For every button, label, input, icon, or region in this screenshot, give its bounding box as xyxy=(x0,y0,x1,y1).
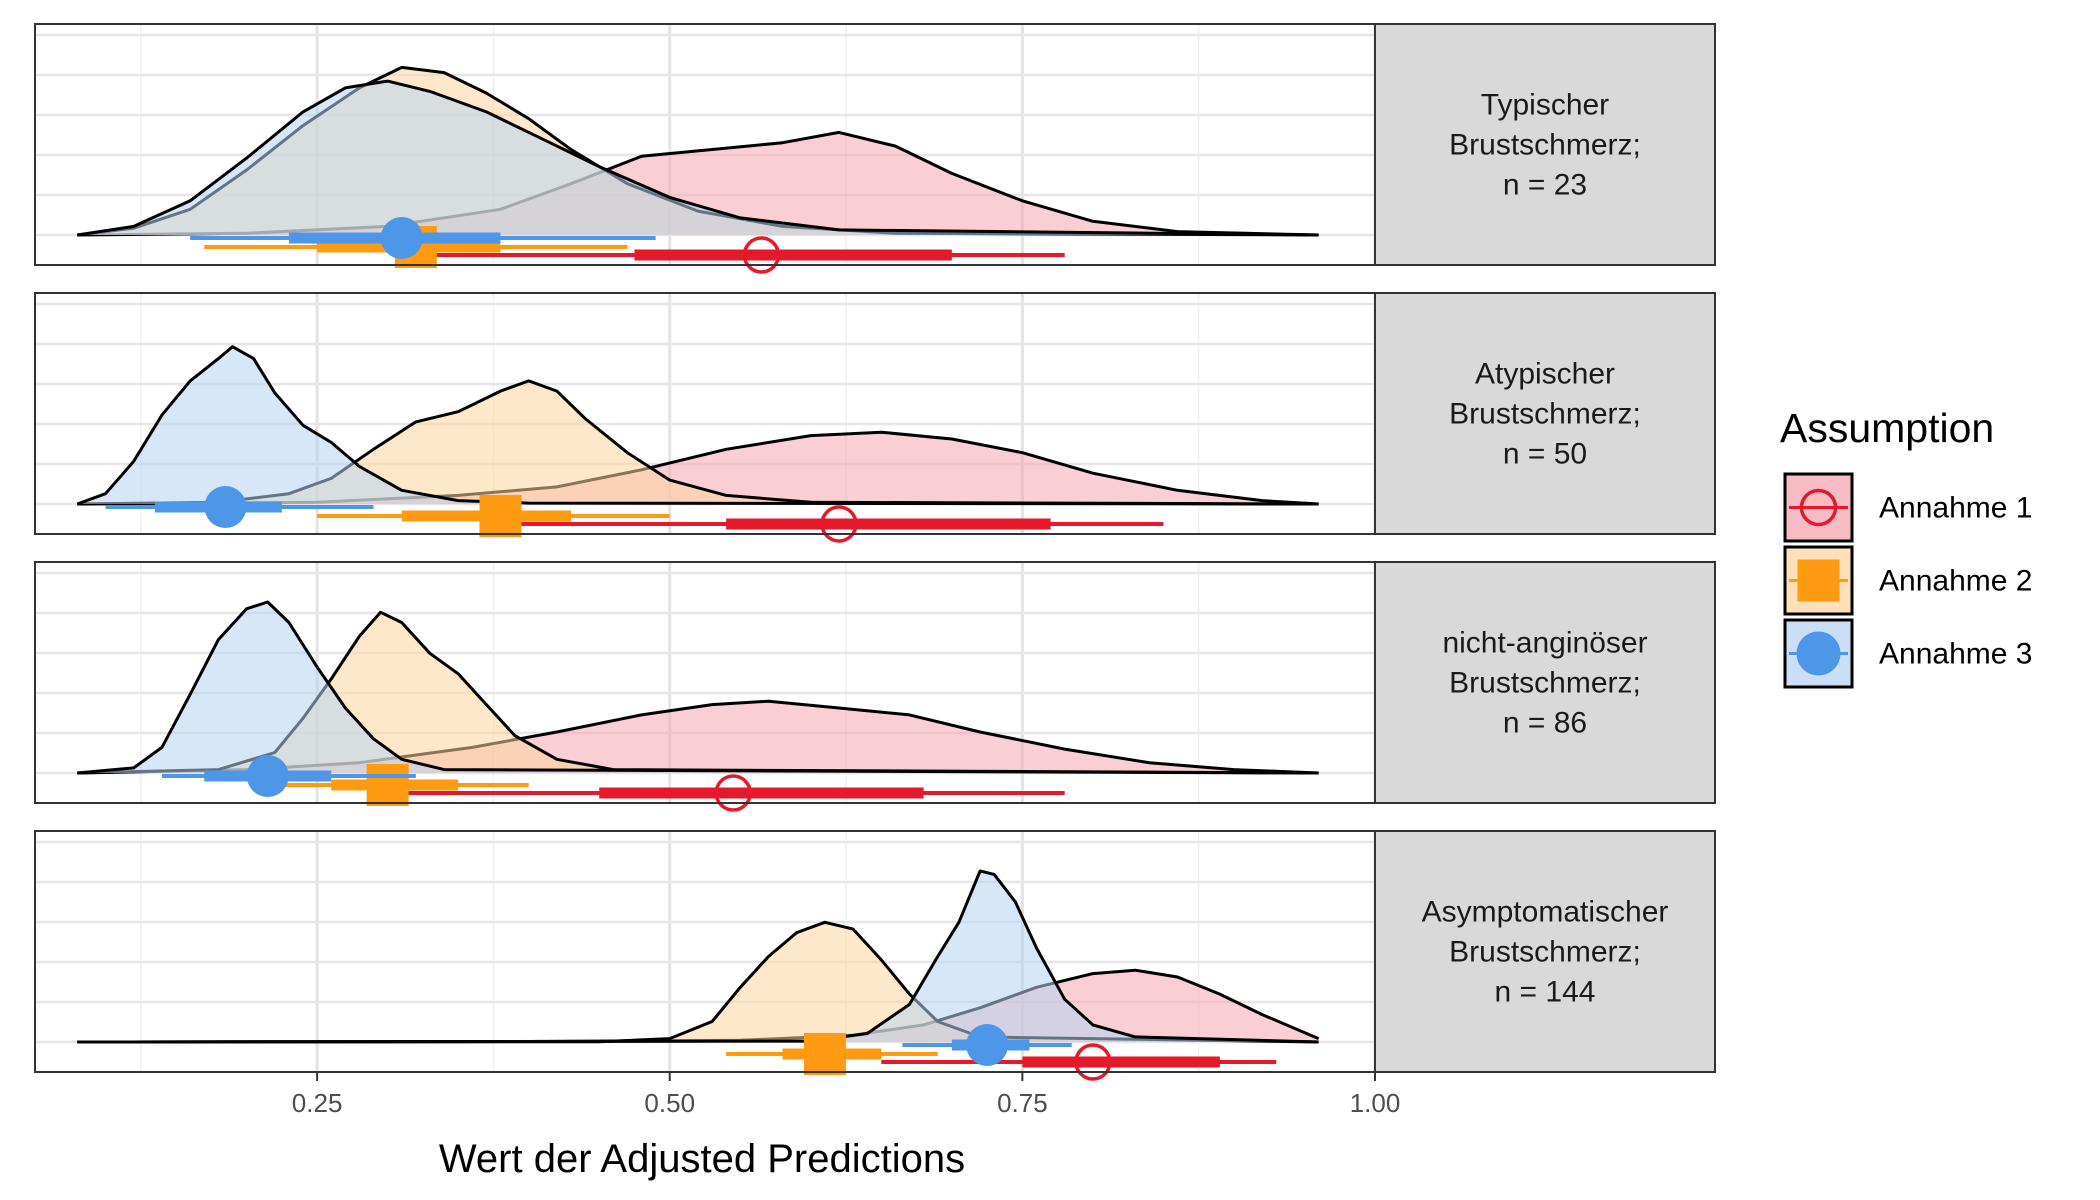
facet-strip-label: Brustschmerz; xyxy=(1449,129,1641,162)
density-fill xyxy=(77,132,1319,235)
density-fill xyxy=(77,871,1319,1042)
facet-strip xyxy=(1374,561,1716,804)
legend-item: Annahme 3 xyxy=(1783,618,2032,689)
legend-label: Annahme 1 xyxy=(1879,492,2032,525)
density-outline xyxy=(77,869,1319,1044)
facet-strip-label: Brustschmerz; xyxy=(1449,936,1641,969)
facet-strip xyxy=(1374,292,1716,535)
facet-strip-label: Brustschmerz; xyxy=(1449,667,1641,700)
median-point xyxy=(479,495,522,537)
density-fill xyxy=(77,380,1319,504)
median-point xyxy=(820,505,858,543)
x-tick-label: 0.50 xyxy=(644,1088,695,1118)
median-point xyxy=(1074,1043,1112,1081)
legend: Assumption Annahme 1 Annahme 2 Annahme 3 xyxy=(1780,405,2032,689)
density-fill xyxy=(77,346,1319,504)
facet-strip-label: Asymptomatischer xyxy=(1422,896,1669,929)
x-tick-label: 0.25 xyxy=(292,1088,343,1118)
facet-strip-label: nicht-anginöser xyxy=(1442,627,1647,660)
facet-strip-label: Typischer xyxy=(1481,89,1609,122)
facet-strip-label: n = 23 xyxy=(1503,169,1587,202)
x-tick-label: 0.75 xyxy=(997,1088,1048,1118)
facet-panel: nicht-anginöser Brustschmerz; n = 86 xyxy=(34,561,1716,812)
facet-strip-label: Brustschmerz; xyxy=(1449,398,1641,431)
legend-key-symbol xyxy=(1796,631,1841,676)
x-tick-label: 1.00 xyxy=(1350,1088,1401,1118)
facet-panel: Typischer Brustschmerz; n = 23 xyxy=(34,23,1716,274)
median-point xyxy=(966,1024,1009,1066)
density-fill xyxy=(77,81,1319,235)
median-point xyxy=(714,774,752,812)
legend-key-symbol xyxy=(1797,559,1840,602)
facet-strip xyxy=(1374,23,1716,266)
facet-strip xyxy=(1374,830,1716,1073)
x-axis-title: Wert der Adjusted Predictions xyxy=(439,1137,965,1181)
facet-panels: Typischer Brustschmerz; n = 23 Atypischer Br… xyxy=(34,23,1716,1081)
density-outline xyxy=(76,345,1319,506)
median-point xyxy=(380,217,423,259)
median-point xyxy=(366,764,409,806)
facet-strip-label: n = 144 xyxy=(1495,976,1596,1009)
median-point xyxy=(246,755,289,797)
density-outline xyxy=(77,79,1319,237)
facet-panel: Asymptomatischer Brustschmerz; n = 144 xyxy=(34,830,1716,1081)
legend-item: Annahme 2 xyxy=(1783,545,2032,616)
legend-item: Annahme 1 xyxy=(1783,472,2032,543)
median-point xyxy=(204,486,247,528)
legend-key-symbol xyxy=(1799,488,1838,527)
legend-label: Annahme 3 xyxy=(1879,638,2032,671)
facet-panel: Atypischer Brustschmerz; n = 50 xyxy=(34,292,1716,543)
median-point xyxy=(742,236,781,274)
density-fill xyxy=(77,701,1319,773)
median-point xyxy=(803,1033,846,1075)
legend-label: Annahme 2 xyxy=(1879,565,2032,598)
x-axis: 0.25 0.50 0.75 1.00 xyxy=(292,1072,1401,1118)
density-outline xyxy=(77,600,1319,775)
density-fill xyxy=(77,602,1319,773)
facet-strip-label: n = 86 xyxy=(1503,707,1587,740)
legend-title: Assumption xyxy=(1780,405,1994,451)
facet-strip-label: n = 50 xyxy=(1503,438,1587,471)
facet-strip-label: Atypischer xyxy=(1475,358,1615,391)
density-fill xyxy=(77,612,1319,773)
